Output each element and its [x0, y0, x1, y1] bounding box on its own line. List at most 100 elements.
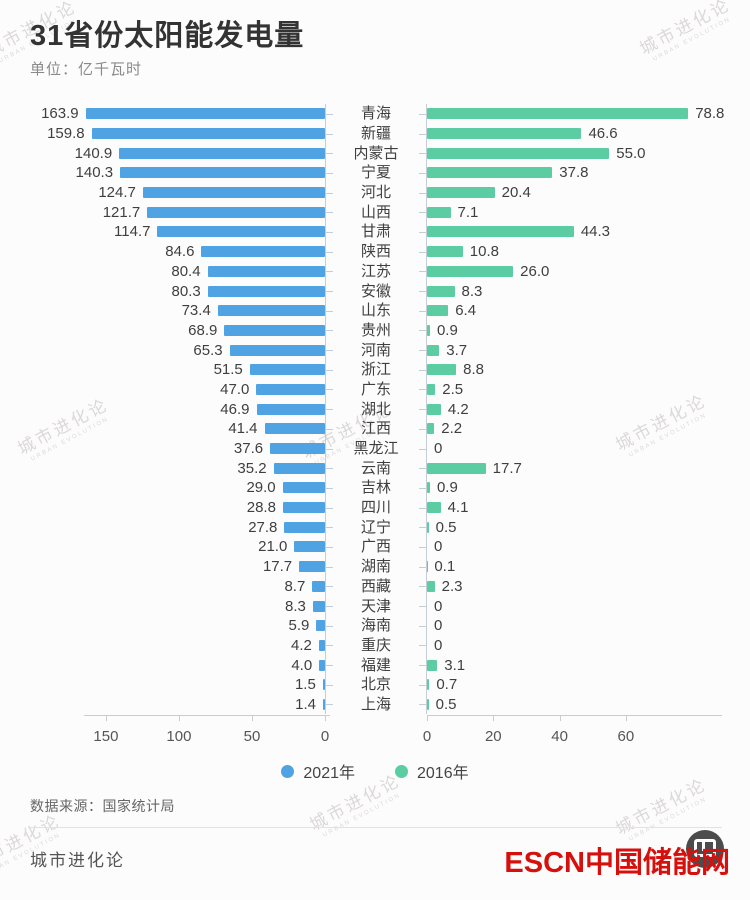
axis-tick-right-icon [419, 527, 426, 529]
value-label-2016: 0.5 [435, 518, 457, 536]
row-right-2016: 0.7 [427, 677, 722, 692]
row-right-2016: 4.1 [427, 500, 722, 515]
row-right-2016: 0 [427, 599, 722, 614]
category-label: 宁夏 [360, 164, 391, 182]
axis-tick-right-icon [419, 310, 426, 312]
bar-2021 [273, 462, 325, 474]
row-right-2016: 8.3 [427, 284, 722, 299]
bar-2021 [316, 620, 325, 632]
axis-tick-label: 20 [484, 728, 502, 745]
category-label: 天津 [360, 597, 391, 615]
bar-2021 [322, 698, 325, 710]
value-label-2016: 44.3 [580, 223, 611, 241]
chart-row: 46.9 湖北 4.2 [30, 399, 722, 419]
row-center: 福建 [325, 655, 427, 675]
bar-2016 [427, 147, 610, 159]
axis-tick-icon [178, 716, 180, 721]
row-left-2021: 21.0 [30, 539, 325, 554]
category-label: 湖北 [360, 400, 391, 418]
footer-divider [30, 827, 722, 828]
chart-row: 159.8 新疆 46.6 [30, 123, 722, 144]
category-label: 上海 [360, 695, 391, 713]
axis-tick-right-icon [419, 665, 426, 667]
row-left-2021: 8.3 [30, 599, 325, 614]
bar-2016 [427, 482, 430, 494]
escn-emblem-icon [686, 830, 724, 868]
value-label-2021: 1.5 [294, 676, 316, 694]
row-center: 山西 [325, 202, 427, 223]
axis-tick-right-icon [419, 586, 426, 588]
bar-2021 [120, 167, 325, 179]
row-center: 甘肃 [325, 222, 427, 242]
bar-2016 [427, 128, 582, 140]
bar-2016 [427, 698, 429, 710]
value-label-2021: 35.2 [237, 459, 267, 477]
chart-row: 84.6 陕西 10.8 [30, 241, 722, 262]
value-label-2016: 2.3 [441, 577, 463, 595]
axis-tick-right-icon [419, 625, 426, 627]
row-center: 广东 [325, 379, 427, 400]
bar-2016 [427, 108, 689, 120]
row-left-2021: 121.7 [30, 205, 325, 220]
chart-row: 37.6 黑龙江 0 [30, 438, 722, 459]
row-left-2021: 73.4 [30, 303, 325, 318]
bar-2016 [427, 265, 514, 277]
row-left-2021: 41.4 [30, 421, 325, 436]
chart-row: 17.7 湖南 0.1 [30, 556, 722, 577]
chart-row: 8.3 天津 0 [30, 596, 722, 616]
row-center: 安徽 [325, 281, 427, 301]
bar-2021 [264, 423, 325, 435]
watermark-en-text: URBAN EVOLUTION [322, 792, 403, 839]
escn-logo-text: ESCN中国储能网 [504, 847, 730, 879]
bar-2021 [85, 108, 325, 120]
category-label: 安徽 [360, 282, 391, 300]
bar-2021 [91, 128, 325, 140]
category-label: 海南 [360, 617, 391, 635]
row-right-2016: 7.1 [427, 205, 722, 220]
category-label: 四川 [360, 499, 391, 517]
category-label: 湖南 [360, 558, 391, 576]
value-label-2021: 124.7 [98, 184, 136, 202]
axis-tick-right-icon [419, 389, 426, 391]
chart-row: 140.3 宁夏 37.8 [30, 163, 722, 183]
axis-tick-right-icon [419, 645, 426, 647]
value-label-2021: 5.9 [288, 617, 310, 635]
axis-tick-right-icon [419, 566, 426, 568]
row-center: 云南 [325, 458, 427, 479]
bar-2021 [256, 403, 325, 415]
chart-row: 4.0 福建 3.1 [30, 655, 722, 675]
axis-tick-right-icon [419, 350, 426, 352]
category-label: 江西 [360, 420, 391, 438]
row-right-2016: 17.7 [427, 461, 722, 476]
row-center: 广西 [325, 537, 427, 557]
axis-tick-right-icon [419, 330, 426, 332]
axis-tick-left-icon [326, 684, 333, 686]
row-center: 北京 [325, 674, 427, 695]
value-label-2021: 8.3 [285, 597, 306, 615]
bar-2021 [207, 265, 325, 277]
axis-tick-left-icon [326, 113, 333, 115]
row-center: 重庆 [325, 635, 427, 656]
value-label-2016: 3.1 [444, 656, 466, 674]
row-center: 浙江 [325, 359, 427, 380]
value-label-2021: 41.4 [228, 420, 258, 438]
bar-2021 [299, 561, 325, 573]
row-center: 河北 [325, 182, 427, 203]
bar-2016 [427, 679, 430, 691]
value-label-2016: 0.9 [436, 321, 458, 339]
brand-watermark: 城市进化论 URBAN EVOLUTION [634, 0, 737, 66]
bar-2016 [427, 344, 440, 356]
row-right-2016: 2.2 [427, 421, 722, 436]
axis-tick-label: 150 [93, 728, 119, 745]
chart-legend: 2021年 2016年 [0, 759, 750, 783]
row-left-2021: 27.8 [30, 520, 325, 535]
row-left-2021: 114.7 [30, 224, 325, 239]
value-label-2021: 163.9 [41, 105, 79, 123]
chart-row: 140.9 内蒙古 55.0 [30, 143, 722, 164]
row-left-2021: 159.8 [30, 126, 325, 141]
row-left-2021: 68.9 [30, 323, 325, 338]
bar-2021 [312, 580, 325, 592]
bar-2016 [427, 167, 553, 179]
row-right-2016: 2.5 [427, 382, 722, 397]
